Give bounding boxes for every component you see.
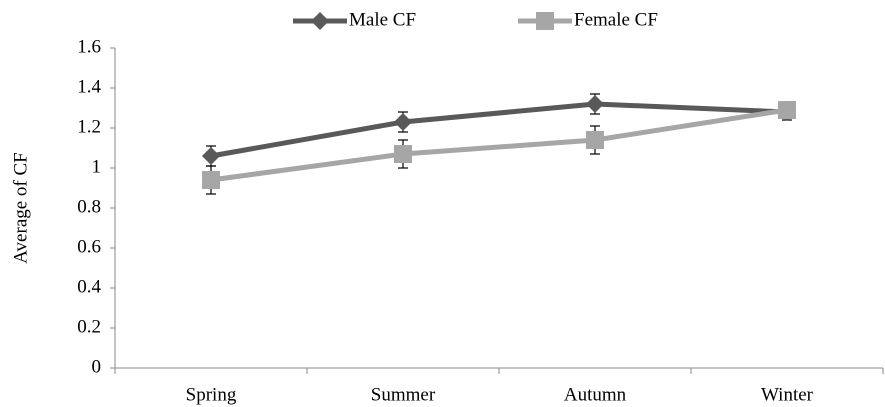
x-tick-label: Spring [186, 384, 237, 405]
y-tick-label: 0.2 [77, 316, 101, 337]
y-tick-label: 0.4 [77, 276, 101, 297]
x-tick-label: Summer [371, 384, 436, 405]
y-tick-label: 1 [92, 156, 102, 177]
series-line [210, 107, 788, 183]
legend-marker [536, 12, 554, 30]
y-tick-label: 0 [92, 356, 102, 377]
y-tick-label: 1.4 [77, 76, 101, 97]
y-tick-label: 1.6 [77, 36, 101, 57]
series-line [210, 101, 788, 159]
data-point [586, 95, 604, 113]
data-point [202, 171, 220, 189]
y-tick-label: 1.2 [77, 116, 101, 137]
legend-label: Male CF [349, 9, 416, 30]
data-point [394, 113, 412, 131]
x-tick-label: Winter [761, 384, 814, 405]
data-point [778, 101, 796, 119]
legend-marker [311, 12, 329, 30]
data-point [202, 147, 220, 165]
y-axis-label: Average of CF [10, 152, 31, 264]
y-tick-label: 0.8 [77, 196, 101, 217]
x-tick-label: Autumn [564, 384, 627, 405]
data-point [394, 145, 412, 163]
data-point [586, 131, 604, 149]
y-tick-label: 0.6 [77, 236, 101, 257]
legend-label: Female CF [574, 9, 658, 30]
